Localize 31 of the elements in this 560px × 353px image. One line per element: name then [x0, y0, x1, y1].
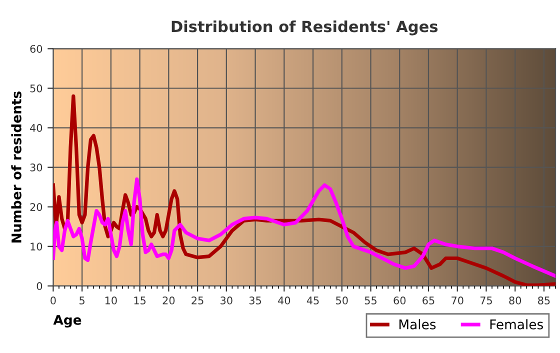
x-tick-label: 10 — [105, 296, 117, 304]
x-tick-label: 85 — [538, 296, 550, 304]
y-tick-label: 30 — [30, 164, 42, 172]
legend-label: Females — [490, 319, 543, 330]
x-tick-label: 0 — [50, 296, 56, 304]
chart-title: Distribution of Residents' Ages — [172, 20, 438, 36]
x-tick-label: 50 — [336, 296, 348, 304]
y-axis-title: Number of residents — [11, 92, 22, 243]
x-tick-label: 75 — [480, 296, 492, 304]
x-tick-label: 35 — [249, 296, 261, 304]
legend-label: Males — [399, 319, 436, 330]
y-tick-label: 0 — [36, 282, 42, 290]
y-tick-label: 20 — [30, 203, 42, 211]
x-tick-label: 40 — [278, 296, 290, 304]
x-tick-label: 30 — [220, 296, 232, 304]
x-tick-label: 20 — [162, 296, 175, 304]
y-tick-label: 10 — [30, 242, 42, 250]
x-axis-title: Age — [53, 315, 82, 328]
x-tick-label: 60 — [394, 296, 406, 304]
x-tick-label: 65 — [422, 296, 434, 304]
x-tick-label: 80 — [509, 296, 522, 304]
y-tick-label: 40 — [30, 124, 42, 132]
x-tick-label: 5 — [80, 296, 84, 304]
y-tick-label: 50 — [30, 84, 42, 92]
y-tick-label: 60 — [30, 44, 42, 53]
x-tick-label: 70 — [452, 296, 464, 304]
x-tick-label: 15 — [134, 296, 146, 304]
line-series — [53, 177, 556, 278]
x-tick-label: 55 — [364, 296, 376, 304]
x-tick-label: 45 — [306, 296, 319, 304]
x-tick-label: 25 — [192, 296, 204, 304]
